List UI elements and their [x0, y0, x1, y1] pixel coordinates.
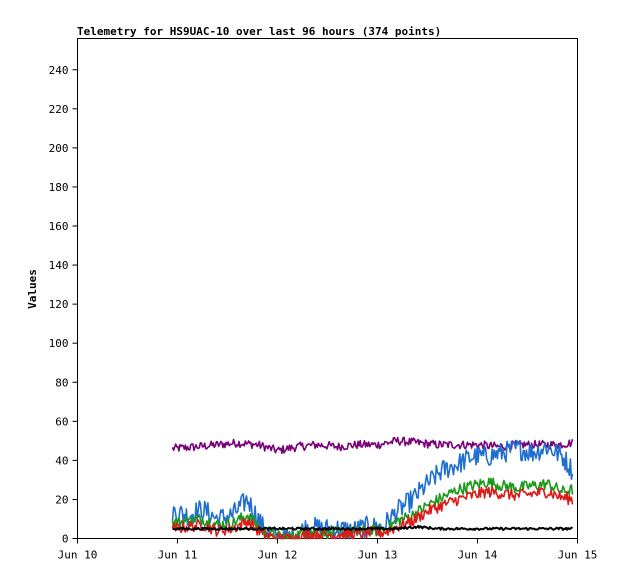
x-tick-label: Jun 11 [158, 549, 198, 562]
series-line-5 [172, 524, 573, 531]
y-tick-label: 40 [55, 454, 68, 467]
x-axis: Jun 10 Jun 11 Jun 12 Jun 13 Jun 14 Jun 15 [58, 538, 598, 562]
y-axis-label: Values [26, 269, 39, 309]
y-tick-label: 80 [55, 376, 68, 389]
series-group [171, 436, 574, 540]
y-tick-label: 140 [49, 259, 69, 272]
x-tick-label: Jun 15 [558, 549, 598, 562]
x-tick-label: Jun 13 [358, 549, 398, 562]
y-tick-label: 220 [49, 103, 69, 116]
x-tick-label: Jun 12 [258, 549, 298, 562]
y-axis: 0 20 40 60 80 100 120 140 160 180 200 220 240 [49, 64, 78, 546]
chart-title: Telemetry for HS9UAC-10 over last 96 hou… [77, 25, 441, 38]
x-tick-label: Jun 14 [458, 549, 498, 562]
y-tick-label: 60 [55, 415, 68, 428]
series-line-1 [171, 436, 574, 455]
plot-frame [77, 38, 578, 539]
y-tick-label: 160 [49, 220, 69, 233]
y-tick-label: 180 [49, 181, 69, 194]
y-tick-label: 20 [55, 493, 68, 506]
y-tick-label: 240 [49, 64, 69, 77]
x-tick-label: Jun 10 [58, 549, 98, 562]
y-tick-label: 0 [62, 533, 69, 546]
y-tick-label: 200 [49, 142, 69, 155]
y-tick-label: 100 [49, 337, 69, 350]
y-tick-label: 120 [49, 298, 69, 311]
